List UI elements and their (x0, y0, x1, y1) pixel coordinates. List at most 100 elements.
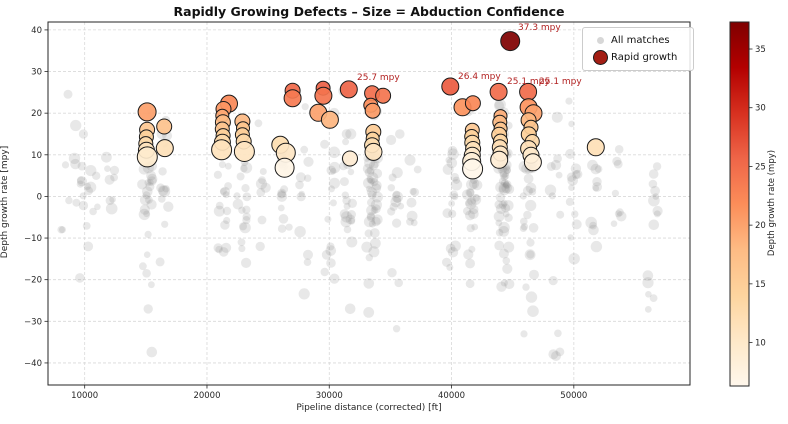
match-point (241, 184, 250, 193)
match-point (392, 325, 401, 333)
match-point (224, 182, 233, 190)
match-point (553, 154, 562, 163)
match-point (258, 176, 266, 185)
match-point (504, 278, 515, 290)
match-point (347, 168, 355, 176)
match-point (347, 198, 357, 208)
colorbar-tick-label: 10 (755, 339, 766, 349)
match-point (404, 154, 416, 166)
match-point (392, 190, 401, 199)
match-point (652, 205, 663, 217)
match-point (294, 226, 306, 238)
match-point (548, 276, 558, 286)
match-point (554, 329, 562, 338)
match-point (410, 219, 418, 227)
match-point (321, 250, 332, 260)
match-point (340, 216, 352, 228)
match-point (158, 185, 171, 198)
match-point (242, 192, 252, 202)
match-point (448, 200, 455, 207)
match-point (236, 172, 245, 181)
legend-item-all-matches: All matches (589, 32, 685, 49)
annotation-label: 25.1 mpy (507, 77, 550, 87)
match-point (585, 216, 597, 229)
match-point (573, 169, 583, 179)
match-point (232, 198, 244, 210)
match-point (256, 188, 266, 197)
match-point (468, 245, 476, 253)
tick-label: 40000 (438, 391, 465, 401)
match-point (499, 170, 508, 179)
match-point (158, 167, 167, 176)
match-point (503, 181, 510, 188)
match-point (366, 176, 374, 184)
match-point (303, 258, 312, 267)
match-point (68, 152, 81, 165)
match-point (215, 245, 223, 254)
match-point (303, 249, 313, 260)
match-point (324, 215, 332, 223)
match-point (320, 139, 330, 149)
match-point (75, 273, 85, 283)
match-point (328, 146, 341, 159)
tick-label: 30000 (316, 391, 343, 401)
match-point (148, 281, 155, 289)
match-point (237, 238, 246, 247)
match-point (495, 192, 506, 203)
match-point (366, 212, 375, 221)
match-point (371, 204, 381, 214)
match-point (328, 185, 335, 193)
match-point (588, 224, 599, 236)
match-point (611, 189, 620, 197)
rapid-point (523, 153, 542, 172)
match-point (363, 307, 375, 318)
colorbar-tick-label: 30 (755, 104, 766, 114)
match-point (470, 194, 482, 205)
match-point (223, 216, 231, 225)
match-point (367, 198, 376, 207)
match-point (442, 163, 454, 175)
match-point (213, 243, 223, 253)
match-point (61, 161, 70, 169)
match-point (255, 178, 268, 190)
match-point (503, 241, 515, 253)
match-point (139, 194, 151, 206)
match-point (648, 219, 660, 231)
match-point (300, 145, 309, 154)
match-point (467, 196, 477, 206)
match-point (589, 221, 597, 230)
match-point (571, 219, 582, 230)
rapid-point (489, 82, 508, 101)
match-point (370, 199, 382, 211)
match-point (329, 167, 337, 175)
legend-label-all-matches: All matches (611, 35, 670, 46)
match-point (239, 222, 251, 234)
match-point (372, 191, 383, 203)
rapid-point (441, 77, 460, 96)
match-point (371, 216, 381, 227)
match-point (365, 253, 373, 262)
match-point (413, 165, 422, 174)
match-point (146, 346, 158, 358)
match-point (345, 214, 356, 225)
match-point (387, 268, 397, 278)
match-point (442, 257, 452, 267)
match-point (361, 241, 373, 253)
match-point (650, 185, 660, 196)
match-point (83, 241, 94, 252)
match-point (76, 176, 85, 185)
match-point (255, 241, 265, 252)
match-point (142, 269, 151, 278)
match-point (567, 234, 574, 241)
match-point (301, 103, 309, 111)
match-point (285, 223, 293, 231)
match-point (77, 176, 87, 187)
match-point (329, 177, 340, 189)
match-point (372, 168, 383, 179)
match-point (393, 194, 402, 203)
match-point (339, 177, 349, 187)
match-point (326, 242, 335, 251)
match-point (502, 165, 511, 174)
